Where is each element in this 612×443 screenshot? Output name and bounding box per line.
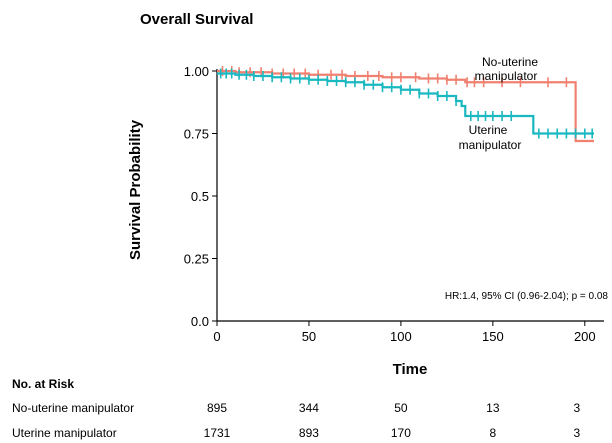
series-label-uterine-line2: manipulator <box>459 138 522 152</box>
risk-value-no-uterine: 50 <box>394 401 408 415</box>
series-label-no-uterine-line1: No-uterine <box>482 55 538 69</box>
risk-value-no-uterine: 344 <box>299 401 319 415</box>
axes: 0 50 100 150 200 0.0 0.25 0.5 0.75 1.00 <box>184 64 604 344</box>
y-tick-label: 0.25 <box>184 252 209 267</box>
chart-title: Overall Survival <box>140 11 253 28</box>
x-axis-label: Time <box>393 361 428 378</box>
x-tick-label: 100 <box>390 329 412 344</box>
series-label-uterine-line1: Uterine <box>469 123 508 137</box>
y-tick-label: 0.75 <box>184 127 209 142</box>
x-tick-label: 150 <box>482 329 504 344</box>
risk-value-uterine: 893 <box>299 426 319 440</box>
y-tick-label: 0.5 <box>191 189 209 204</box>
risk-row-label-no-uterine: No-uterine manipulator <box>12 401 134 415</box>
x-tick-label: 200 <box>574 329 596 344</box>
risk-value-no-uterine: 13 <box>486 401 500 415</box>
y-tick-label: 0.0 <box>191 314 209 329</box>
risk-table-title: No. at Risk <box>12 377 74 391</box>
y-tick-label: 1.00 <box>184 64 209 79</box>
risk-value-uterine: 1731 <box>204 426 231 440</box>
hazard-ratio-annotation: HR:1.4, 95% CI (0.96-2.04); p = 0.08 <box>445 291 609 302</box>
y-axis-label: Survival Probability <box>127 119 144 260</box>
series-label-no-uterine-line2: manipulator <box>475 69 538 83</box>
x-tick-label: 0 <box>213 329 220 344</box>
survival-curves <box>217 66 594 143</box>
risk-value-uterine: 8 <box>490 426 497 440</box>
risk-values: 895 344 50 13 3 1731 893 170 8 3 <box>204 401 581 440</box>
survival-curve-no-uterine <box>217 69 594 143</box>
risk-row-label-uterine: Uterine manipulator <box>12 426 117 440</box>
risk-value-uterine: 170 <box>391 426 411 440</box>
risk-value-no-uterine: 3 <box>573 401 580 415</box>
risk-value-no-uterine: 895 <box>207 401 227 415</box>
risk-value-uterine: 3 <box>573 426 580 440</box>
x-tick-label: 50 <box>302 329 316 344</box>
